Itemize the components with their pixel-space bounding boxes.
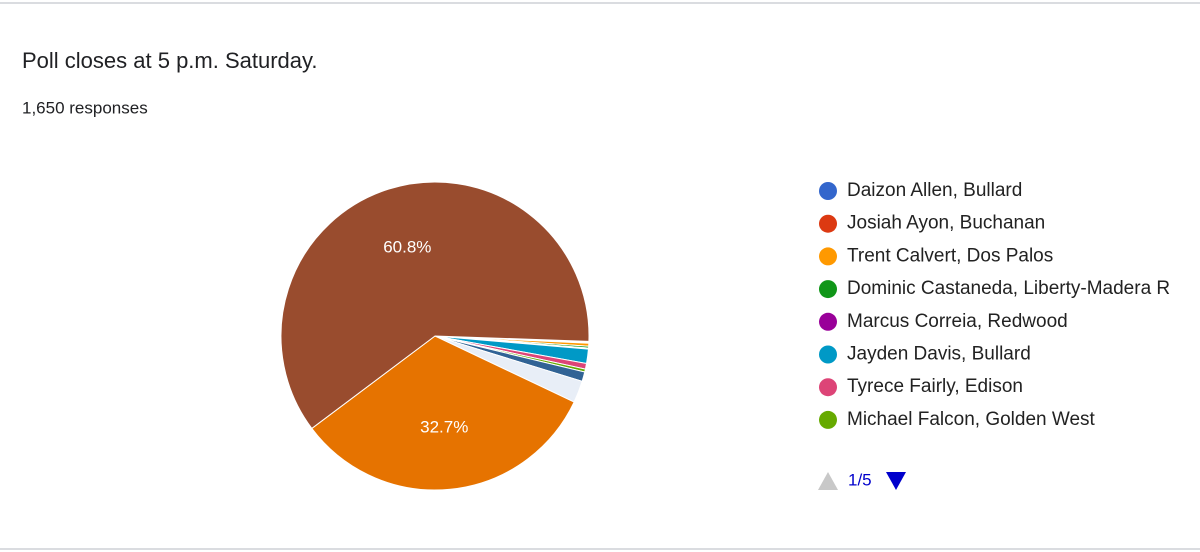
legend: Daizon Allen, Bullard Josiah Ayon, Buchan… [819, 180, 1170, 430]
slice-label: 60.8% [383, 237, 431, 256]
slice-label: 32.7% [420, 417, 468, 436]
pie-slice [280, 181, 590, 430]
pager-label: 1/5 [848, 470, 872, 489]
legend-label: Josiah Ayon, Buchanan [847, 213, 1045, 234]
legend-label: Daizon Allen, Bullard [847, 180, 1022, 201]
legend-label: Marcus Correia, Redwood [847, 311, 1068, 332]
response-count: 1,650 responses [22, 98, 148, 117]
legend-swatch [819, 345, 837, 364]
legend-swatch [819, 312, 837, 331]
legend-swatch [819, 214, 837, 233]
legend-swatch [819, 247, 837, 266]
chart-title: Poll closes at 5 p.m. Saturday. [22, 48, 318, 73]
legend-swatch [819, 378, 837, 397]
legend-label: Dominic Castaneda, Liberty-Madera R [847, 278, 1170, 299]
legend-label: Tyrece Fairly, Edison [847, 376, 1023, 397]
pager-prev[interactable] [818, 472, 838, 490]
pie: 32.7% 60.8% [280, 181, 590, 491]
legend-swatch [819, 410, 837, 429]
legend-swatch [819, 280, 837, 299]
legend-swatch [819, 182, 837, 200]
pie-slice [311, 335, 575, 491]
legend-label: Trent Calvert, Dos Palos [847, 245, 1053, 266]
pager-next[interactable] [886, 472, 906, 490]
legend-label: Michael Falcon, Golden West [847, 409, 1096, 430]
legend-label: Jayden Davis, Bullard [847, 344, 1031, 365]
